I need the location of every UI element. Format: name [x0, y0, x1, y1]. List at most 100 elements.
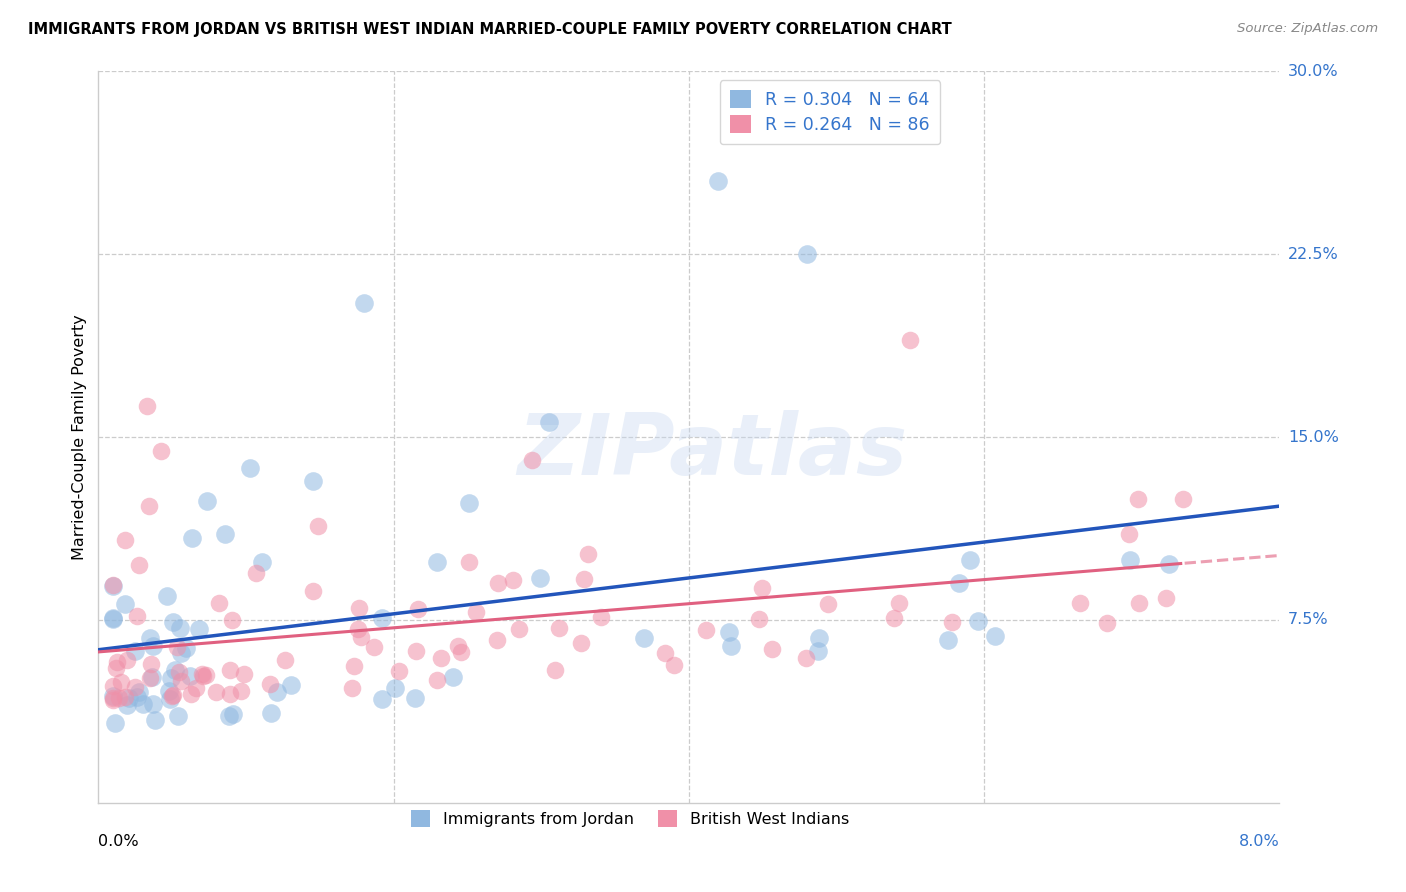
Point — [191, 669, 214, 683]
Point — [114, 598, 136, 612]
Point — [720, 640, 742, 654]
Point — [343, 658, 366, 673]
Text: ZIPatlas: ZIPatlas — [517, 410, 908, 493]
Point — [302, 474, 325, 488]
Point — [807, 644, 830, 658]
Point — [245, 566, 267, 580]
Point — [347, 622, 370, 636]
Point — [103, 611, 125, 625]
Point — [128, 558, 150, 572]
Point — [388, 665, 411, 679]
Point — [370, 692, 392, 706]
Point — [426, 555, 449, 569]
Point — [114, 690, 136, 704]
Point — [508, 622, 530, 636]
Point — [184, 681, 207, 695]
Text: 15.0%: 15.0% — [1288, 430, 1339, 444]
Point — [159, 691, 181, 706]
Point — [695, 623, 717, 637]
Point — [138, 499, 160, 513]
Point — [150, 443, 173, 458]
Point — [125, 690, 148, 705]
Point — [124, 644, 146, 658]
Point — [794, 650, 817, 665]
Point — [162, 615, 184, 629]
Point — [252, 555, 274, 569]
Point — [1173, 491, 1195, 506]
Point — [167, 709, 190, 723]
Point — [347, 601, 370, 615]
Point — [142, 639, 165, 653]
Point — [465, 605, 488, 619]
Point — [155, 589, 177, 603]
Point — [108, 690, 131, 705]
Point — [900, 333, 922, 347]
Point — [748, 612, 770, 626]
Point — [1118, 526, 1140, 541]
Point — [117, 653, 139, 667]
Point — [179, 669, 201, 683]
Point — [948, 575, 970, 590]
Point — [761, 641, 783, 656]
Point — [103, 579, 125, 593]
Point — [447, 639, 470, 653]
Point — [280, 678, 302, 692]
Point — [889, 596, 911, 610]
Point — [936, 632, 959, 647]
Point — [191, 666, 214, 681]
Point — [458, 555, 481, 569]
Point — [941, 615, 963, 630]
Point — [340, 681, 363, 695]
Point — [488, 576, 510, 591]
Text: 8.0%: 8.0% — [1239, 833, 1279, 848]
Point — [103, 578, 125, 592]
Point — [751, 581, 773, 595]
Point — [301, 583, 323, 598]
Point — [169, 621, 191, 635]
Point — [141, 657, 163, 671]
Point — [194, 668, 217, 682]
Point — [110, 675, 132, 690]
Point — [105, 655, 128, 669]
Point — [128, 684, 150, 698]
Point — [187, 622, 209, 636]
Point — [576, 548, 599, 562]
Point — [1126, 491, 1149, 506]
Point — [174, 641, 197, 656]
Point — [817, 597, 839, 611]
Point — [384, 681, 406, 696]
Point — [426, 673, 449, 687]
Point — [170, 673, 193, 688]
Point — [718, 625, 741, 640]
Point — [350, 631, 373, 645]
Point — [219, 686, 242, 700]
Point — [103, 690, 125, 705]
Point — [808, 632, 831, 646]
Point — [166, 640, 188, 654]
Point — [124, 680, 146, 694]
Point — [132, 698, 155, 712]
Point — [1069, 596, 1091, 610]
Point — [1159, 557, 1181, 571]
Text: IMMIGRANTS FROM JORDAN VS BRITISH WEST INDIAN MARRIED-COUPLE FAMILY POVERTY CORR: IMMIGRANTS FROM JORDAN VS BRITISH WEST I… — [28, 22, 952, 37]
Point — [405, 644, 427, 658]
Point — [1118, 552, 1140, 566]
Point — [169, 646, 191, 660]
Point — [1097, 615, 1119, 630]
Point — [165, 663, 187, 677]
Point — [633, 631, 655, 645]
Point — [181, 531, 204, 545]
Point — [114, 533, 136, 548]
Point — [160, 689, 183, 703]
Point — [239, 460, 262, 475]
Point — [180, 687, 202, 701]
Point — [104, 661, 127, 675]
Text: 0.0%: 0.0% — [98, 833, 139, 848]
Point — [218, 663, 240, 677]
Point — [218, 709, 240, 723]
Point — [571, 636, 593, 650]
Point — [118, 691, 141, 706]
Point — [143, 713, 166, 727]
Point — [485, 632, 508, 647]
Point — [232, 667, 254, 681]
